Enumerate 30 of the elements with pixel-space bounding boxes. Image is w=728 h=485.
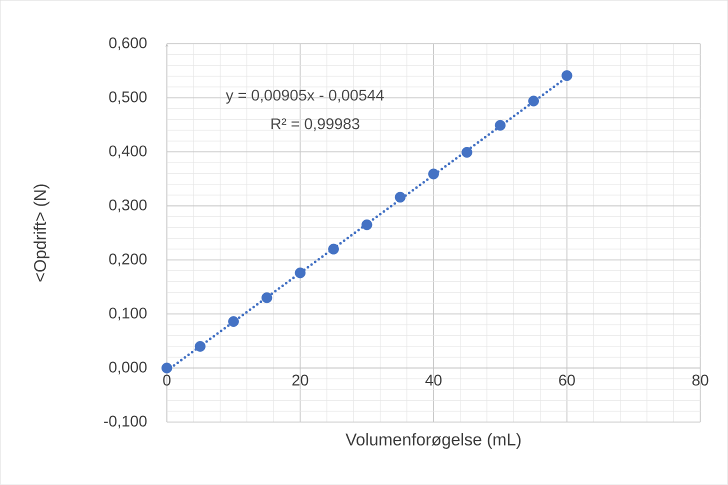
point (161, 362, 172, 374)
point (261, 292, 272, 304)
point (462, 147, 472, 158)
point (494, 120, 506, 131)
point (194, 341, 206, 352)
x-tick-label: 40 (425, 374, 442, 386)
y-tick-label: 0,100 (109, 308, 147, 320)
point (328, 244, 339, 255)
x-axis-title: Volumenforøgelse (mL) (346, 433, 521, 449)
y-tick-label: 0,600 (109, 37, 147, 50)
y-tick-label: 0,200 (109, 254, 147, 266)
point (361, 219, 372, 230)
x-tick-label: 60 (559, 374, 575, 386)
point (428, 168, 439, 180)
annotation: y = 0,00905x - 0,00544 (226, 90, 384, 104)
y-tick-label: 0,300 (109, 200, 147, 212)
y-tick-label: 0,500 (109, 91, 147, 104)
x-tick-label: 80 (692, 374, 708, 386)
point (294, 268, 306, 278)
x-tick-label: 20 (292, 374, 308, 386)
y-tick-label: 0,400 (109, 146, 147, 158)
y-axis-title: <Opdrift> (N) (34, 184, 50, 282)
annotation: R² = 0,99983 (272, 118, 360, 132)
point (228, 316, 239, 328)
y-tick-label: 0,000 (109, 362, 147, 374)
point (562, 70, 572, 82)
y-tick-label: -0,100 (104, 416, 147, 429)
point (528, 96, 539, 106)
point (394, 192, 406, 203)
x-tick-label: 0 (163, 374, 171, 386)
